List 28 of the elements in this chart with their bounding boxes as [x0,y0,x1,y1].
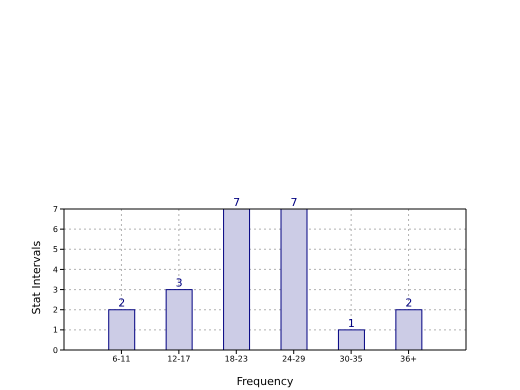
data-label: 7 [290,196,298,209]
x-tick-label: 6-11 [112,354,131,364]
x-tick-label: 24-29 [282,354,306,364]
data-label: 2 [405,296,412,310]
x-axis-title: Frequency [236,375,294,388]
bar [108,309,136,350]
y-tick-label: 4 [52,265,58,274]
y-tick-label: 6 [52,224,58,234]
y-tick-label: 0 [52,346,58,355]
x-tick-label: 12-17 [167,354,190,364]
y-tick-label: 5 [52,245,58,254]
bar [395,309,422,350]
y-tick-label: 7 [52,204,58,214]
data-label: 7 [233,196,240,209]
y-axis-title: Stat Intervals [30,240,43,314]
x-tick-label: 36+ [400,354,418,364]
x-tick-label: 18-23 [224,354,248,364]
bar [338,329,365,350]
bar [166,289,193,350]
bar [223,209,250,350]
data-label: 3 [176,276,183,290]
data-label: 2 [118,296,126,310]
y-tick-label: 3 [52,285,58,294]
x-tick-label: 30-35 [340,354,363,364]
data-label: 1 [348,316,355,330]
y-tick-label: 2 [52,306,58,315]
bar [280,209,308,350]
y-tick-label: 1 [52,326,58,335]
